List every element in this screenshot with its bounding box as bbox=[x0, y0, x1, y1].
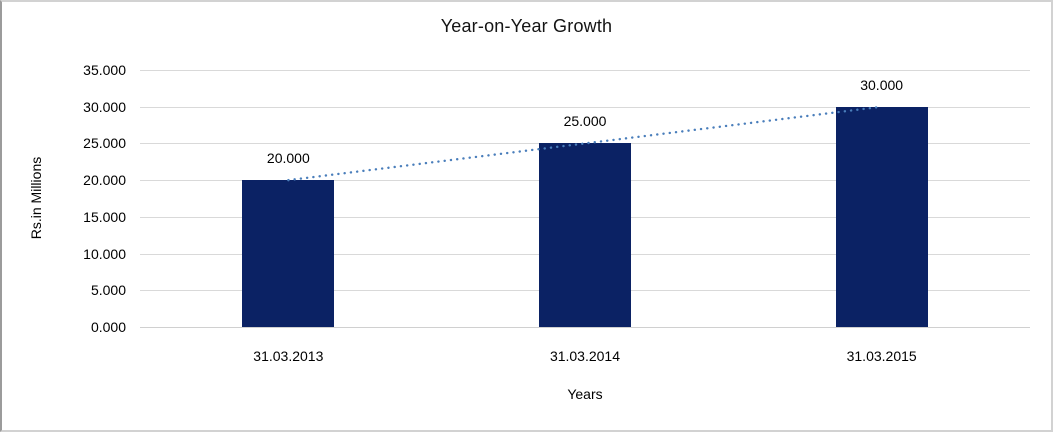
y-tick-label: 20.000 bbox=[83, 172, 126, 189]
x-axis-line bbox=[140, 327, 1030, 328]
gridline bbox=[140, 70, 1030, 71]
bar-31.03.2015[interactable] bbox=[835, 106, 928, 327]
bar-value-label: 25.000 bbox=[563, 113, 607, 130]
y-tick-label: 30.000 bbox=[83, 98, 126, 115]
y-tick-label: 10.000 bbox=[83, 245, 126, 262]
y-tick-label: 25.000 bbox=[83, 135, 126, 152]
plot-area: 20.000 25.000 30.000 bbox=[140, 70, 1030, 328]
y-tick-label: 15.000 bbox=[83, 208, 126, 225]
x-category-label: 31.03.2015 bbox=[846, 348, 917, 364]
y-tick-label: 0.000 bbox=[90, 319, 126, 335]
x-axis-title: Years bbox=[567, 386, 603, 402]
bar-value-label: 20.000 bbox=[266, 150, 310, 167]
bar-31.03.2014[interactable] bbox=[539, 143, 631, 327]
bar-31.03.2013[interactable] bbox=[242, 180, 335, 327]
gridline bbox=[140, 106, 1030, 108]
x-category-label: 31.03.2013 bbox=[253, 348, 324, 364]
y-tick-label: 35.000 bbox=[83, 62, 126, 78]
bar-value-label: 30.000 bbox=[860, 76, 904, 93]
trendline[interactable] bbox=[140, 70, 1030, 327]
chart-title: Year-on-Year Growth bbox=[440, 16, 613, 36]
x-category-label: 31.03.2014 bbox=[549, 348, 621, 364]
y-tick-label: 5.000 bbox=[90, 282, 126, 299]
